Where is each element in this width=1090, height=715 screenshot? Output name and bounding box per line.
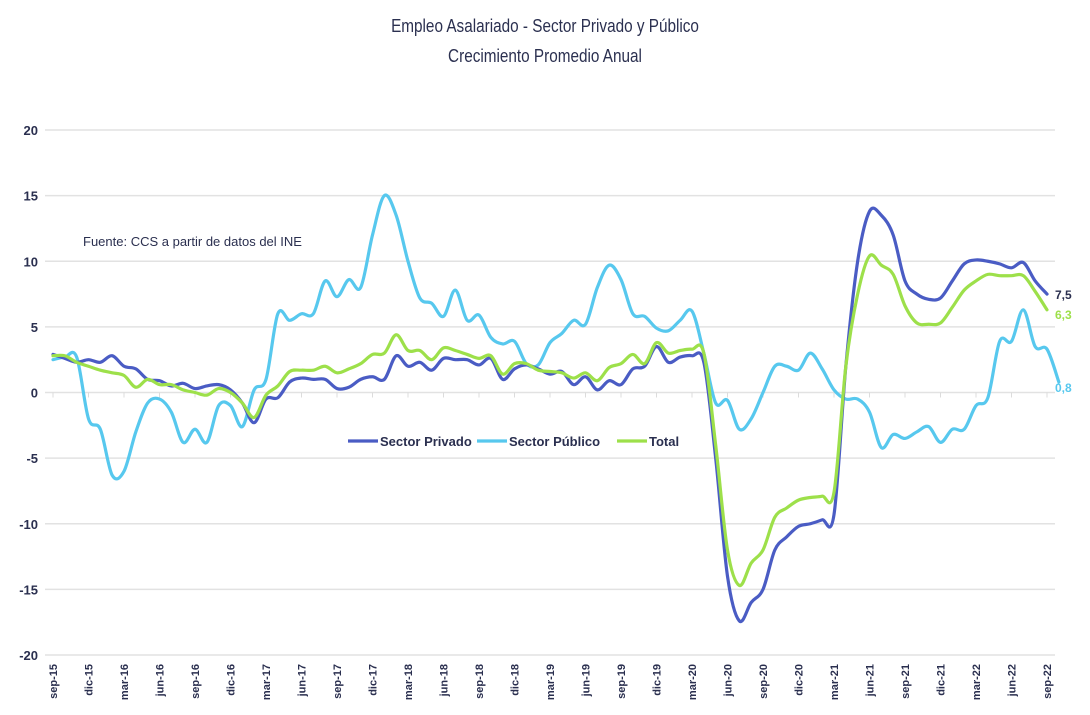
y-tick-label: -5 xyxy=(26,451,38,466)
series-lines xyxy=(51,193,1061,624)
x-tick-label: jun-19 xyxy=(581,664,593,697)
y-tick-label: -20 xyxy=(19,648,38,663)
x-tick-label: mar-21 xyxy=(829,664,841,700)
legend-label: Sector Público xyxy=(509,434,600,449)
x-tick-label: jun-17 xyxy=(297,664,309,697)
x-axis-ticks: sep-15 dic-15 mar-16 jun-16 sep-16 dic-16 mar-… xyxy=(48,392,1054,700)
chart-subtitle: Crecimiento Promedio Anual xyxy=(448,46,642,66)
legend-label: Sector Privado xyxy=(380,434,472,449)
end-value-label: 7,5 xyxy=(1055,288,1072,302)
x-tick-label: dic-19 xyxy=(652,664,664,696)
x-tick-label: sep-15 xyxy=(48,664,60,699)
y-tick-label: 20 xyxy=(24,123,38,138)
x-tick-label: dic-18 xyxy=(510,664,522,696)
x-tick-label: dic-17 xyxy=(368,664,380,696)
x-tick-label: jun-16 xyxy=(155,664,167,697)
chart-title: Empleo Asalariado - Sector Privado y Púb… xyxy=(391,16,699,36)
legend: Sector Privado Sector Público Total xyxy=(348,434,679,449)
end-labels: 7,5 0,8 6,3 xyxy=(1055,288,1072,395)
y-tick-label: 5 xyxy=(31,320,38,335)
x-tick-label: sep-19 xyxy=(616,664,628,699)
x-tick-label: mar-19 xyxy=(545,664,557,700)
x-tick-label: sep-16 xyxy=(190,664,202,699)
x-tick-label: jun-18 xyxy=(439,664,451,697)
end-value-label: 0,8 xyxy=(1055,381,1072,395)
y-axis-ticks: 20 15 10 5 0 -5 -10 -15 -20 xyxy=(19,123,38,663)
y-tick-label: 15 xyxy=(24,189,38,204)
x-tick-label: mar-22 xyxy=(971,664,983,700)
grid-lines xyxy=(45,129,1055,656)
x-tick-label: sep-18 xyxy=(474,664,486,699)
series-line-sector-privado xyxy=(51,206,1049,624)
y-tick-label: 0 xyxy=(31,386,38,401)
series-line-total xyxy=(51,253,1049,588)
x-tick-label: dic-21 xyxy=(936,664,948,696)
x-tick-label: jun-21 xyxy=(865,664,877,697)
series-line-sector-publico xyxy=(51,193,1061,481)
x-tick-label: sep-20 xyxy=(758,664,770,699)
x-tick-label: mar-17 xyxy=(261,664,273,700)
y-tick-label: 10 xyxy=(24,254,38,269)
source-note: Fuente: CCS a partir de datos del INE xyxy=(83,234,302,249)
x-tick-label: jun-22 xyxy=(1007,664,1019,697)
x-tick-label: mar-18 xyxy=(403,664,415,700)
x-tick-label: mar-20 xyxy=(687,664,699,700)
x-tick-label: sep-21 xyxy=(900,664,912,699)
end-value-label: 6,3 xyxy=(1055,308,1072,322)
x-tick-label: dic-20 xyxy=(794,664,806,696)
x-tick-label: sep-22 xyxy=(1042,664,1054,699)
y-tick-label: -15 xyxy=(19,582,38,597)
x-tick-label: sep-17 xyxy=(332,664,344,699)
x-tick-label: mar-16 xyxy=(119,664,131,700)
x-tick-label: jun-20 xyxy=(723,664,735,697)
x-tick-label: dic-15 xyxy=(84,664,96,696)
x-tick-label: dic-16 xyxy=(226,664,238,696)
y-tick-label: -10 xyxy=(19,517,38,532)
legend-label: Total xyxy=(649,434,679,449)
